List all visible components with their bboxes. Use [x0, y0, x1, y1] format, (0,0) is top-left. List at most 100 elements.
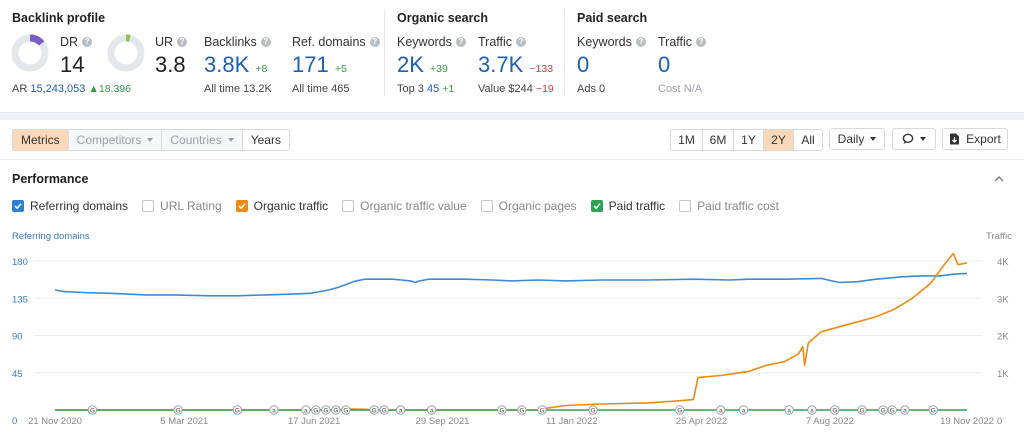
checkbox-icon[interactable] — [480, 200, 493, 212]
google-update-marker[interactable]: G — [928, 405, 938, 415]
annotations-dropdown[interactable] — [892, 128, 936, 150]
checkbox-checked-icon[interactable] — [590, 200, 603, 212]
google-update-marker[interactable]: G — [675, 405, 685, 415]
ahrefs-update-marker[interactable]: a — [738, 405, 749, 415]
tab-years[interactable]: Years — [250, 133, 281, 147]
paid-traffic-value[interactable]: 0 — [658, 52, 671, 77]
help-icon[interactable]: ? — [260, 37, 271, 47]
organic-traffic-label[interactable]: Traffic? — [478, 35, 527, 49]
performance-chart[interactable]: 0 45 90 135 180 0 1K 2K 3K 4K 21 Nov 2020 5 Mar 202… — [0, 228, 1024, 440]
google-update-marker[interactable]: G — [497, 405, 507, 415]
ahrefs-update-marker[interactable]: a — [269, 405, 279, 415]
ahrefs-update-marker[interactable]: a — [716, 405, 726, 415]
google-update-marker[interactable]: G — [588, 405, 598, 415]
help-icon[interactable]: ? — [516, 37, 527, 47]
help-icon[interactable]: ? — [455, 37, 466, 47]
google-update-marker[interactable]: G — [857, 405, 867, 415]
ahrefs-update-marker[interactable]: a — [807, 405, 817, 415]
legend-paid-traffic[interactable]: Paid traffic — [590, 199, 665, 213]
backlinks-label[interactable]: Backlinks? — [204, 35, 271, 49]
google-update-marker[interactable]: G — [830, 405, 840, 415]
ref-domains-all-time: All time 465 — [292, 83, 350, 95]
paid-keywords-value[interactable]: 0 — [577, 52, 590, 77]
range-6m[interactable]: 6M — [703, 130, 734, 150]
x-tick-label: 7 Aug 2022 — [806, 416, 854, 427]
section-divider — [564, 10, 565, 96]
tab-metrics[interactable]: Metrics — [13, 130, 69, 150]
x-tick-label: 5 Mar 2021 — [160, 416, 208, 427]
range-1m[interactable]: 1M — [671, 130, 703, 150]
checkbox-icon[interactable] — [142, 200, 155, 212]
paid-keywords-label[interactable]: Keywords? — [577, 35, 646, 49]
legend-paid-traffic-cost[interactable]: Paid traffic cost — [679, 199, 779, 213]
range-all[interactable]: All — [801, 133, 815, 147]
google-update-marker[interactable]: G — [517, 405, 527, 415]
checkbox-checked-icon[interactable] — [235, 200, 248, 212]
checkbox-icon[interactable] — [679, 200, 692, 212]
google-update-marker[interactable]: G — [369, 405, 379, 415]
legend-organic-traffic[interactable]: Organic traffic — [235, 199, 328, 213]
svg-text:G: G — [832, 408, 837, 415]
organic-keywords-delta: +39 — [430, 63, 448, 75]
gauge-track — [107, 34, 145, 72]
legend-referring-domains[interactable]: Referring domains — [12, 199, 128, 213]
y-left-tick-label: 0 — [12, 416, 17, 427]
triangle-up-icon: ▲ — [88, 83, 99, 95]
ahrefs-update-marker[interactable]: a — [784, 405, 794, 415]
google-update-marker[interactable]: G — [331, 405, 341, 415]
y-left-tick-label: 90 — [12, 332, 23, 343]
organic-keywords-value[interactable]: 2K +39 — [397, 52, 448, 77]
interval-dropdown[interactable]: Daily — [829, 128, 885, 150]
backlinks-value[interactable]: 3.8K +8 — [204, 52, 268, 77]
google-update-marker[interactable]: G — [87, 405, 98, 415]
svg-text:G: G — [881, 408, 886, 415]
ref-domains-value[interactable]: 171 +5 — [292, 52, 347, 77]
range-2y[interactable]: 2Y — [764, 130, 794, 150]
tab-countries[interactable]: Countries — [162, 130, 243, 150]
traffic-value-amount: $244 — [508, 83, 533, 95]
organic-traffic-value[interactable]: 3.7K −133 — [478, 52, 554, 77]
ref-domains-label[interactable]: Ref. domains? — [292, 35, 380, 49]
legend-organic-pages[interactable]: Organic pages — [480, 199, 577, 213]
checkbox-icon[interactable] — [342, 200, 355, 212]
export-button[interactable]: Export — [942, 128, 1008, 150]
google-update-marker[interactable]: G — [321, 405, 331, 415]
legend-url-rating[interactable]: URL Rating — [142, 199, 222, 213]
google-update-marker[interactable]: G — [311, 405, 321, 415]
google-update-marker[interactable]: G — [887, 405, 897, 415]
google-update-marker[interactable]: G — [341, 405, 351, 415]
chevron-up-icon[interactable] — [994, 174, 1004, 184]
legend-organic-traffic-value[interactable]: Organic traffic value — [342, 199, 467, 213]
svg-text:G: G — [677, 408, 682, 415]
google-update-marker[interactable]: G — [173, 405, 183, 415]
top3-value[interactable]: 45 — [426, 83, 440, 95]
ahrefs-update-marker[interactable]: a — [395, 405, 406, 415]
organic-keywords-label[interactable]: Keywords? — [397, 35, 466, 49]
google-update-marker[interactable]: G — [379, 405, 389, 415]
svg-text:a: a — [810, 408, 814, 415]
google-update-marker[interactable]: G — [878, 405, 888, 415]
google-update-marker[interactable]: G — [232, 405, 243, 415]
ahrefs-update-marker[interactable]: a — [900, 405, 910, 415]
google-update-marker[interactable]: G — [537, 405, 547, 415]
help-icon[interactable]: ? — [696, 37, 707, 47]
help-icon[interactable]: ? — [177, 37, 188, 47]
help-icon[interactable]: ? — [369, 37, 380, 47]
tab-competitors[interactable]: Competitors — [68, 130, 163, 150]
dr-label[interactable]: DR? — [60, 35, 93, 49]
svg-text:G: G — [382, 408, 387, 415]
range-1y[interactable]: 1Y — [734, 130, 764, 150]
ahrefs-update-marker[interactable]: a — [301, 405, 311, 415]
checkbox-checked-icon[interactable] — [12, 200, 24, 212]
ur-label[interactable]: UR? — [155, 35, 188, 49]
y-right-tick-label: 0 — [997, 416, 1002, 427]
paid-traffic-label[interactable]: Traffic? — [658, 35, 707, 49]
ar-value[interactable]: 15,243,053 — [30, 83, 86, 95]
y-left-tick-label: 45 — [12, 369, 23, 380]
x-tick-label: 19 Nov 2022 — [940, 416, 994, 427]
ahrefs-update-marker[interactable]: a — [426, 405, 437, 415]
svg-text:a: a — [903, 408, 907, 415]
help-icon[interactable]: ? — [635, 37, 646, 47]
help-icon[interactable]: ? — [82, 37, 93, 47]
svg-text:G: G — [343, 408, 348, 415]
